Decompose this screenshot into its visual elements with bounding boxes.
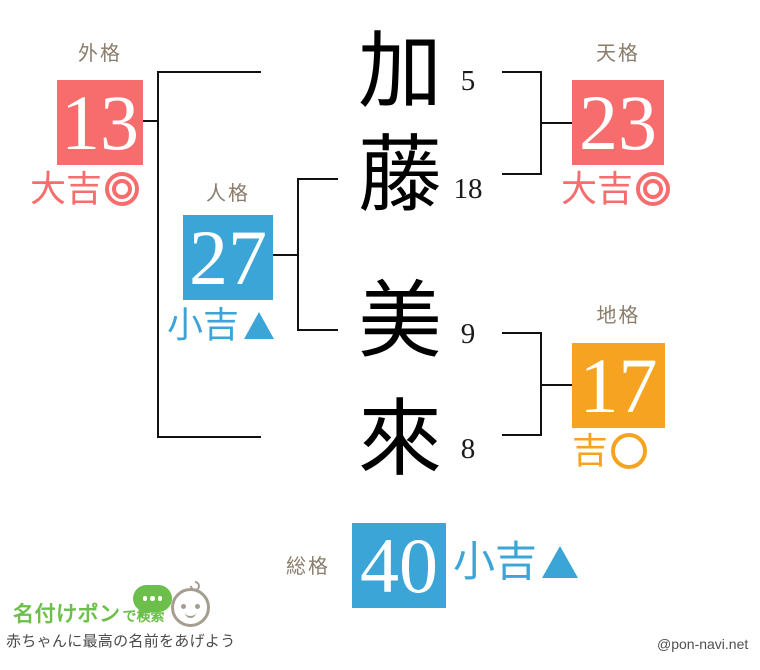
tenkaku-fortune-text: 大吉	[561, 168, 634, 209]
logo: 名付けポン で検索	[13, 602, 165, 627]
circle-icon	[611, 433, 648, 469]
gaikaku-fortune: 大吉	[30, 168, 140, 209]
chikaku-fortune: 吉	[572, 430, 648, 471]
jinkaku-bracket-top-line	[297, 178, 338, 180]
gaikaku-bracket-vertical-line	[157, 71, 159, 438]
gaikaku-bracket-bottom-line	[157, 436, 261, 438]
baby-face-icon	[171, 588, 210, 627]
logo-text: 名付けポン	[13, 603, 121, 626]
stroke-count-2: 18	[453, 173, 483, 205]
double-circle-icon	[636, 172, 671, 206]
tenkaku-connector-line	[541, 122, 573, 124]
jinkaku-connector-line	[272, 254, 299, 256]
gaikaku-label: 外格	[78, 43, 122, 65]
triangle-icon	[542, 546, 579, 578]
jinkaku-fortune-text: 小吉	[167, 304, 240, 345]
tenkaku-score-box: 23	[572, 80, 664, 165]
tenkaku-label: 天格	[596, 43, 640, 65]
bubble-dot	[150, 596, 155, 601]
tenkaku-fortune: 大吉	[561, 168, 671, 209]
jinkaku-label: 人格	[206, 183, 250, 205]
jinkaku-fortune: 小吉	[167, 307, 276, 343]
tagline: 赤ちゃんに最高の名前をあげよう	[6, 633, 236, 650]
site-credit: @pon-navi.net	[657, 636, 749, 652]
chikaku-bracket-top-line	[502, 332, 542, 334]
soukaku-label: 総格	[286, 556, 330, 578]
baby-eye	[181, 604, 186, 609]
tenkaku-bracket-top-line	[502, 71, 542, 73]
name-char-4: 來	[357, 390, 442, 488]
soukaku-fortune: 小吉	[453, 541, 580, 583]
tenkaku-bracket-bottom-line	[502, 173, 542, 175]
gaikaku-fortune-text: 大吉	[30, 168, 103, 209]
bubble-dot	[142, 596, 148, 601]
double-circle-icon	[105, 172, 140, 206]
chikaku-score-box: 17	[572, 343, 665, 428]
chikaku-fortune-text: 吉	[572, 430, 609, 471]
gaikaku-score-box: 13	[57, 80, 143, 165]
gaikaku-connector-line	[142, 120, 159, 122]
stroke-count-4: 8	[460, 433, 476, 465]
stroke-count-3: 9	[460, 318, 476, 350]
jinkaku-bracket-bottom-line	[297, 329, 338, 331]
chikaku-label: 地格	[596, 305, 641, 327]
jinkaku-score-box: 27	[183, 215, 273, 300]
chikaku-bracket-bottom-line	[502, 434, 542, 436]
soukaku-fortune-text: 小吉	[453, 538, 538, 585]
gaikaku-bracket-top-line	[157, 71, 261, 73]
name-char-1: 加	[357, 22, 442, 120]
stroke-count-1: 5	[460, 65, 476, 97]
name-char-3: 美	[357, 272, 442, 370]
baby-eye	[195, 604, 200, 609]
baby-mouth	[185, 611, 196, 618]
triangle-icon	[244, 311, 275, 339]
soukaku-score-box: 40	[352, 523, 446, 608]
speech-bubble-icon	[133, 585, 172, 612]
bubble-dot	[157, 596, 163, 601]
name-char-2: 藤	[357, 126, 442, 224]
chikaku-connector-line	[541, 384, 573, 386]
